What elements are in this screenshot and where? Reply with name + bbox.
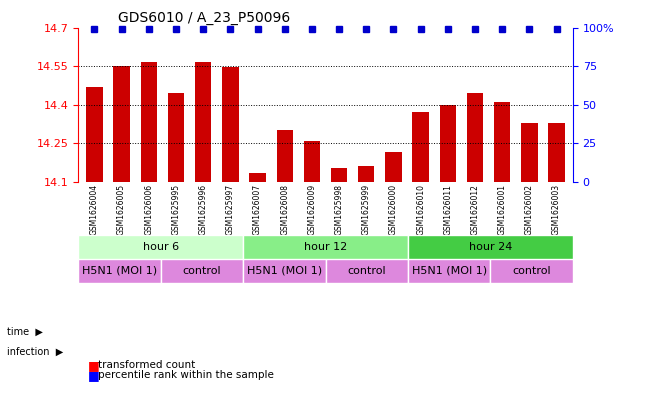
Text: percentile rank within the sample: percentile rank within the sample (98, 370, 273, 380)
Bar (358, 166, 374, 182)
Text: hour 24: hour 24 (469, 242, 512, 252)
Text: GSM1626000: GSM1626000 (389, 184, 398, 235)
Bar (222, 67, 238, 182)
Text: GSM1626012: GSM1626012 (471, 184, 480, 235)
FancyBboxPatch shape (243, 259, 326, 283)
Bar (467, 93, 483, 182)
Bar (385, 152, 402, 182)
Text: GSM1626006: GSM1626006 (145, 184, 153, 235)
FancyBboxPatch shape (243, 235, 408, 259)
Bar (304, 141, 320, 182)
Text: infection  ▶: infection ▶ (7, 347, 62, 357)
Text: ■: ■ (88, 359, 100, 372)
Text: hour 12: hour 12 (304, 242, 347, 252)
Bar (548, 123, 564, 182)
Bar (521, 123, 538, 182)
Bar (494, 102, 510, 182)
FancyBboxPatch shape (408, 235, 573, 259)
Text: GSM1626008: GSM1626008 (280, 184, 289, 235)
Text: GSM1625996: GSM1625996 (199, 184, 208, 235)
Bar (277, 130, 293, 182)
Text: control: control (348, 266, 386, 276)
Bar (113, 66, 130, 182)
Text: hour 6: hour 6 (143, 242, 178, 252)
Bar (195, 62, 212, 182)
Text: control: control (512, 266, 551, 276)
Bar (168, 93, 184, 182)
Text: GSM1625995: GSM1625995 (171, 184, 180, 235)
Text: time  ▶: time ▶ (7, 327, 42, 337)
Bar (413, 112, 429, 182)
Text: transformed count: transformed count (98, 360, 195, 371)
Text: GSM1626007: GSM1626007 (253, 184, 262, 235)
Text: H5N1 (MOI 1): H5N1 (MOI 1) (411, 266, 487, 276)
Text: control: control (182, 266, 221, 276)
Text: GDS6010 / A_23_P50096: GDS6010 / A_23_P50096 (118, 11, 290, 25)
Text: ■: ■ (88, 369, 100, 382)
FancyBboxPatch shape (408, 259, 490, 283)
Text: GSM1625998: GSM1625998 (335, 184, 344, 235)
Text: GSM1626002: GSM1626002 (525, 184, 534, 235)
Bar (87, 86, 103, 182)
Text: GSM1626004: GSM1626004 (90, 184, 99, 235)
Text: H5N1 (MOI 1): H5N1 (MOI 1) (247, 266, 322, 276)
Text: GSM1626009: GSM1626009 (307, 184, 316, 235)
FancyBboxPatch shape (326, 259, 408, 283)
Text: GSM1626001: GSM1626001 (498, 184, 506, 235)
Text: GSM1626005: GSM1626005 (117, 184, 126, 235)
Text: GSM1625997: GSM1625997 (226, 184, 235, 235)
FancyBboxPatch shape (490, 259, 573, 283)
FancyBboxPatch shape (161, 259, 243, 283)
Text: GSM1626003: GSM1626003 (552, 184, 561, 235)
Text: GSM1625999: GSM1625999 (362, 184, 371, 235)
FancyBboxPatch shape (78, 235, 243, 259)
Bar (249, 173, 266, 182)
FancyBboxPatch shape (78, 259, 161, 283)
Bar (331, 167, 347, 182)
Text: GSM1626010: GSM1626010 (416, 184, 425, 235)
Bar (439, 105, 456, 182)
Text: GSM1626011: GSM1626011 (443, 184, 452, 235)
Bar (141, 62, 157, 182)
Text: H5N1 (MOI 1): H5N1 (MOI 1) (82, 266, 157, 276)
